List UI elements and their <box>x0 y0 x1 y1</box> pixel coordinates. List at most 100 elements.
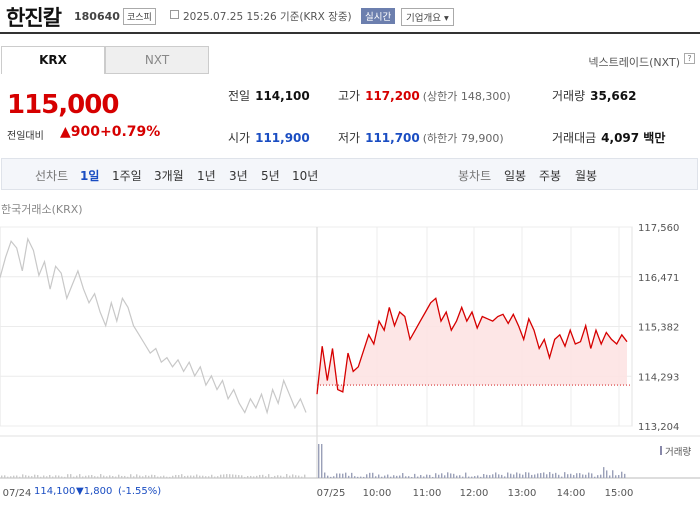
period-3y[interactable]: 3년 <box>229 169 248 183</box>
volume-bar <box>594 476 596 478</box>
realtime-button[interactable]: 실시간 <box>361 8 396 24</box>
volume-bar <box>142 476 144 478</box>
volume-bar <box>130 474 132 478</box>
volume-bar <box>13 475 15 478</box>
volume-bar <box>567 474 569 478</box>
price-change-pct: +0.79% <box>100 124 161 140</box>
volume-bar <box>85 475 87 478</box>
stat-high: 고가 117,200 (상한가 148,300) <box>338 89 511 103</box>
volume-bar <box>426 474 428 478</box>
volume-bar <box>459 475 461 478</box>
volume-bar <box>73 476 75 478</box>
volume-bar <box>88 475 90 478</box>
today-line <box>316 297 628 395</box>
volume-bar <box>597 475 599 478</box>
volume-bar <box>160 476 162 478</box>
volume-bar <box>31 476 33 478</box>
volume-bar <box>396 475 398 478</box>
corp-info-label: 기업개요 <box>406 13 441 24</box>
corp-info-dropdown[interactable]: 기업개요 ▾ <box>401 8 454 26</box>
help-icon[interactable]: ? <box>684 53 695 64</box>
volume-bar <box>561 476 563 478</box>
volume-bar <box>202 475 204 478</box>
volume-bar <box>121 475 123 478</box>
volume-bar <box>537 473 539 478</box>
volume-bar <box>330 476 332 478</box>
period-1d[interactable]: 1일 <box>80 169 100 183</box>
volume-bar <box>226 474 228 478</box>
volume-bar <box>265 476 267 478</box>
period-10y[interactable]: 10년 <box>292 169 319 183</box>
candle-daily[interactable]: 일봉 <box>504 169 527 183</box>
volume-bar <box>351 472 353 478</box>
y-tick-label: 115,382 <box>638 323 679 334</box>
volume-bar <box>495 472 497 478</box>
stat-volume: 거래량 35,662 <box>552 89 637 103</box>
stat-open: 시가 111,900 <box>228 131 310 145</box>
x-tick-label: 07/25 <box>317 488 346 499</box>
volume-bar <box>615 475 617 478</box>
volume-bar <box>289 475 291 478</box>
line-chart-label: 선차트 <box>35 169 69 183</box>
volume-bar <box>178 475 180 478</box>
volume-bar <box>342 473 344 478</box>
volume-bar <box>468 476 470 478</box>
volume-bar <box>558 474 560 478</box>
volume-bar <box>603 467 605 478</box>
volume-bar <box>175 474 177 478</box>
period-3m[interactable]: 3개월 <box>154 169 184 183</box>
volume-bar <box>576 473 578 478</box>
volume-bar <box>16 475 18 478</box>
chart-title: 한국거래소(KRX) <box>1 203 83 216</box>
volume-bar <box>94 476 96 478</box>
volume-bar <box>40 476 42 478</box>
volume-bar <box>450 473 452 478</box>
volume-bar <box>268 474 270 478</box>
volume-bar <box>540 473 542 478</box>
volume-bar <box>52 476 54 478</box>
volume-bar <box>103 475 105 478</box>
volume-bar <box>205 476 207 478</box>
volume-bar <box>399 475 401 478</box>
volume-bar <box>402 473 404 478</box>
candle-weekly[interactable]: 주봉 <box>539 169 562 183</box>
volume-bar <box>100 474 102 478</box>
volume-bar <box>348 475 350 478</box>
volume-bar <box>214 476 216 478</box>
volume-bar <box>393 475 395 478</box>
stat-amount: 거래대금 4,097 백만 <box>552 131 666 145</box>
volume-bar <box>220 474 222 478</box>
volume-bar <box>507 472 509 478</box>
volume-bar <box>145 475 147 478</box>
volume-bar <box>447 472 449 478</box>
volume-bar <box>471 476 473 478</box>
tab-krx[interactable]: KRX <box>1 46 105 74</box>
x-tick-label: 10:00 <box>363 488 392 499</box>
volume-bar <box>477 475 479 478</box>
period-1w[interactable]: 1주일 <box>112 169 142 183</box>
volume-bar <box>510 473 512 478</box>
volume-bar <box>259 474 261 478</box>
volume-bar <box>127 476 129 478</box>
period-1y[interactable]: 1년 <box>197 169 216 183</box>
stock-header: 한진칼 180640 코스피 2025.07.25 15:26 기준(KRX 장… <box>0 0 700 34</box>
candle-monthly[interactable]: 월봉 <box>575 169 598 183</box>
y-tick-label: 117,560 <box>638 223 679 234</box>
nextrade-link[interactable]: 넥스트레이드(NXT) <box>588 56 680 69</box>
volume-bar <box>79 474 81 478</box>
volume-bar <box>600 474 602 478</box>
volume-bar <box>271 476 273 478</box>
stock-code: 180640 <box>74 10 120 23</box>
volume-bar <box>378 474 380 478</box>
tab-nxt[interactable]: NXT <box>105 46 209 74</box>
x-tick-label: 11:00 <box>413 488 442 499</box>
volume-bar <box>247 476 249 478</box>
volume-bar <box>274 475 276 478</box>
volume-bar <box>570 473 572 478</box>
period-bar: 선차트 1일 1주일 3개월 1년 3년 5년 10년 봉차트 일봉 주봉 월봉 <box>1 158 698 190</box>
volume-bar <box>618 474 620 478</box>
volume-bar <box>465 472 467 478</box>
period-5y[interactable]: 5년 <box>261 169 280 183</box>
market-badge: 코스피 <box>123 8 156 25</box>
